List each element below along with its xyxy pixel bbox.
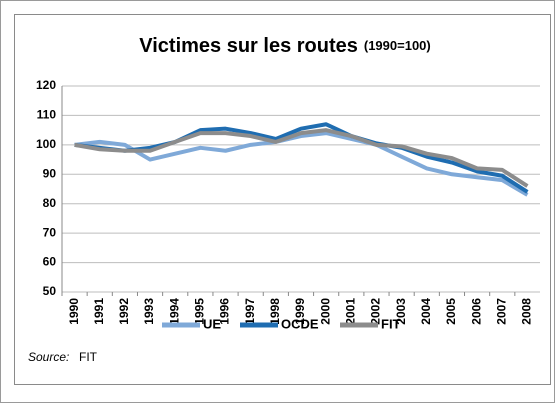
series-line (74, 131, 529, 197)
x-tick-label: 1990 (67, 298, 81, 325)
y-tick-label: 60 (43, 255, 57, 269)
x-tick-label: 2008 (520, 298, 534, 325)
series-line (74, 122, 529, 194)
legend-label: FIT (381, 316, 401, 331)
x-tick-label: 1993 (142, 298, 156, 325)
x-tick-label: 2005 (444, 298, 458, 325)
x-tick-label: 2006 (469, 298, 483, 325)
x-tick-label: 2007 (494, 298, 508, 325)
x-tick-label: 2000 (318, 298, 332, 325)
x-tick-label: 1994 (167, 298, 181, 325)
chart-frame (14, 14, 551, 385)
y-tick-label: 70 (43, 225, 57, 239)
x-tick-label: 1996 (218, 298, 232, 325)
legend-label: OCDE (281, 316, 319, 331)
y-tick-label: 80 (43, 196, 57, 210)
y-tick-label: 90 (43, 166, 57, 180)
chart-title: Victimes sur les routes (139, 35, 358, 57)
x-tick-label: 1997 (243, 298, 257, 325)
series-line (74, 128, 529, 188)
x-tick-label: 1991 (92, 298, 106, 325)
x-tick-label: 2004 (419, 298, 433, 325)
y-tick-label: 120 (36, 78, 56, 92)
y-tick-label: 110 (37, 108, 57, 122)
x-tick-label: 2003 (394, 298, 408, 325)
y-tick-label: 100 (36, 137, 56, 151)
y-tick-label: 50 (43, 284, 57, 298)
x-tick-label: 1995 (193, 298, 207, 325)
source-label: Source: (28, 350, 69, 364)
chart-subtitle: (1990=100) (364, 38, 431, 53)
x-tick-label: 1999 (293, 298, 307, 325)
x-tick-label: 1992 (117, 298, 131, 325)
legend-label: UE (203, 316, 221, 331)
chart-title-group: Victimes sur les routes (1990=100) (139, 35, 431, 57)
x-tick-label: 2002 (369, 298, 383, 325)
x-tick-label: 2001 (343, 298, 357, 325)
source: FIT (79, 350, 98, 364)
x-tick-label: 1998 (268, 298, 282, 325)
